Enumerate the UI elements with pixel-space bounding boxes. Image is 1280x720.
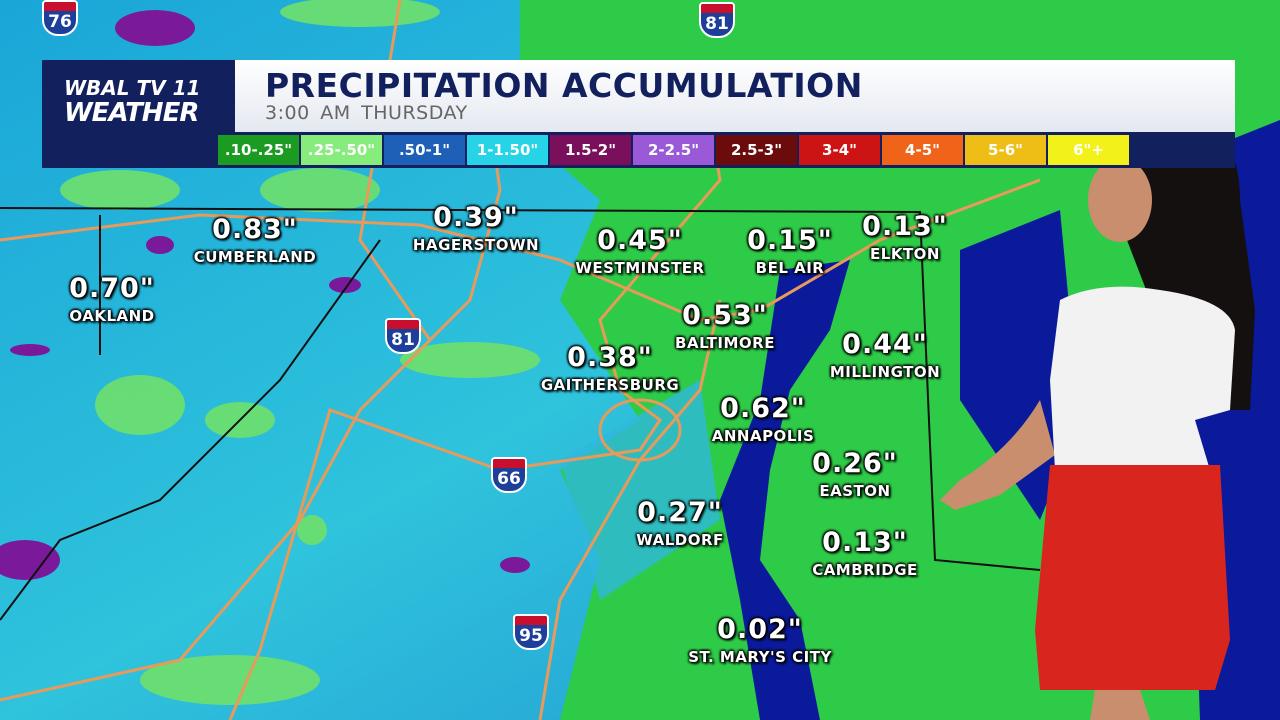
location-amount: 0.45" [597, 225, 683, 256]
location-name: ANNAPOLIS [711, 427, 815, 445]
highway-shield: 66 [491, 457, 527, 493]
legend-key: 3-4" [799, 135, 880, 165]
legend-key: 2.5-3" [716, 135, 797, 165]
legend-key: .50-1" [384, 135, 465, 165]
location-name: GAITHERSBURG [540, 376, 680, 394]
location-amount: 0.39" [433, 202, 519, 233]
presenter [940, 110, 1255, 720]
location-name: CUMBERLAND [193, 248, 317, 266]
header-title: PRECIPITATION ACCUMULATION [265, 66, 863, 105]
location-amount: 0.15" [747, 225, 833, 256]
location-amount: 0.62" [720, 393, 806, 424]
header-day: THURSDAY [361, 102, 468, 124]
location-amount: 0.44" [842, 329, 928, 360]
header-banner: PRECIPITATION ACCUMULATION 3:00 AM THURS… [235, 60, 1235, 132]
location-amount: 0.13" [862, 211, 948, 242]
highway-shield: 95 [513, 614, 549, 650]
station-logo: WBAL TV 11 WEATHER [42, 60, 235, 168]
location-name: OAKLAND [69, 307, 155, 325]
highway-shield: 81 [385, 318, 421, 354]
location-name: WESTMINSTER [575, 259, 705, 277]
legend: .10-.25" .25-.50" .50-1" 1-1.50" 1.5-2" 2-2.5… [218, 132, 1235, 168]
location-amount: 0.70" [69, 273, 155, 304]
highway-shield: 81 [699, 2, 735, 38]
location-amount: 0.13" [822, 527, 908, 558]
location-name: ELKTON [870, 245, 940, 263]
location-amount: 0.27" [637, 497, 723, 528]
location-name: HAGERSTOWN [412, 236, 540, 254]
legend-key: 4-5" [882, 135, 963, 165]
location-amount: 0.53" [682, 300, 768, 331]
location-name: CAMBRIDGE [812, 561, 918, 579]
header-time: 3:00 AM [265, 102, 351, 124]
location-amount: 0.83" [212, 214, 298, 245]
location-amount: 0.38" [567, 342, 653, 373]
header-subtitle: 3:00 AM THURSDAY [265, 102, 468, 124]
legend-key: .25-.50" [301, 135, 382, 165]
highway-shield: 76 [42, 0, 78, 36]
legend-key: 6"+ [1048, 135, 1129, 165]
logo-station: WBAL TV 11 [64, 76, 201, 100]
location-amount: 0.02" [717, 614, 803, 645]
location-amount: 0.26" [812, 448, 898, 479]
location-name: EASTON [819, 482, 891, 500]
legend-key: 5-6" [965, 135, 1046, 165]
legend-key: 1.5-2" [550, 135, 631, 165]
location-name: BEL AIR [755, 259, 825, 277]
logo-brand: WEATHER [64, 98, 199, 128]
location-name: BALTIMORE [675, 334, 775, 352]
legend-key: 2-2.5" [633, 135, 714, 165]
legend-key: .10-.25" [218, 135, 299, 165]
location-name: WALDORF [636, 531, 724, 549]
legend-key: 1-1.50" [467, 135, 548, 165]
location-name: ST. MARY'S CITY [688, 648, 832, 666]
location-name: MILLINGTON [829, 363, 941, 381]
